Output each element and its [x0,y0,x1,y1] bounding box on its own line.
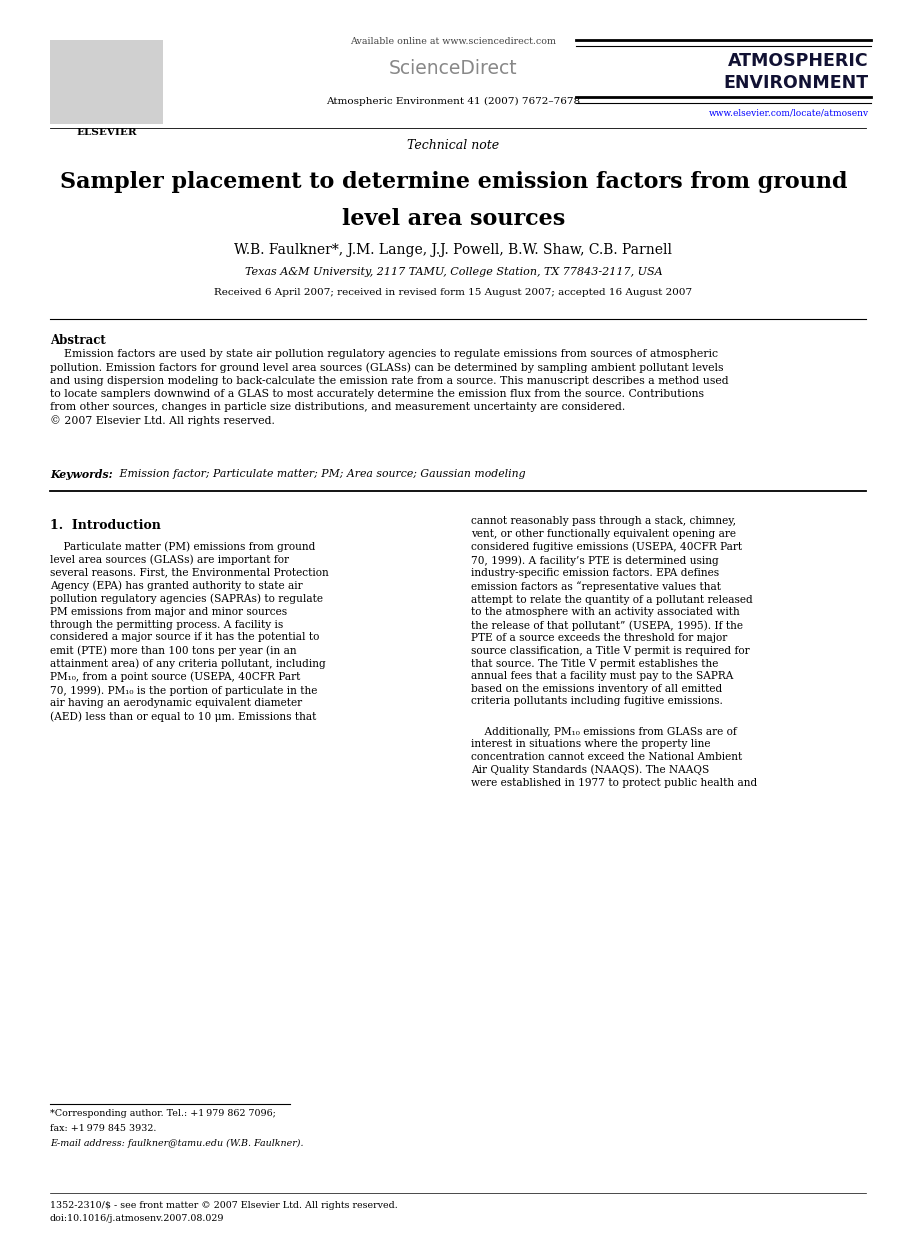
Text: Received 6 April 2007; received in revised form 15 August 2007; accepted 16 Augu: Received 6 April 2007; received in revis… [214,288,693,297]
Text: Emission factor; Particulate matter; PM; Area source; Gaussian modeling: Emission factor; Particulate matter; PM;… [116,469,526,479]
Text: www.elsevier.com/locate/atmosenv: www.elsevier.com/locate/atmosenv [708,109,869,118]
Text: ENVIRONMENT: ENVIRONMENT [724,74,869,93]
Text: level area sources: level area sources [342,208,565,230]
Text: fax: +1 979 845 3932.: fax: +1 979 845 3932. [50,1124,156,1133]
Text: ATMOSPHERIC: ATMOSPHERIC [728,52,869,71]
FancyBboxPatch shape [50,40,163,124]
Text: Texas A&M University, 2117 TAMU, College Station, TX 77843-2117, USA: Texas A&M University, 2117 TAMU, College… [245,267,662,277]
Text: Technical note: Technical note [407,139,500,152]
Text: 1352-2310/$ - see front matter © 2007 Elsevier Ltd. All rights reserved.: 1352-2310/$ - see front matter © 2007 El… [50,1201,397,1210]
Text: ScienceDirect: ScienceDirect [389,59,518,78]
Text: ELSEVIER: ELSEVIER [76,128,137,136]
Text: E-mail address: faulkner@tamu.edu (W.B. Faulkner).: E-mail address: faulkner@tamu.edu (W.B. … [50,1139,303,1148]
Text: *Corresponding author. Tel.: +1 979 862 7096;: *Corresponding author. Tel.: +1 979 862 … [50,1109,276,1118]
Text: Particulate matter (PM) emissions from ground
level area sources (GLASs) are imp: Particulate matter (PM) emissions from g… [50,541,328,722]
Text: Emission factors are used by state air pollution regulatory agencies to regulate: Emission factors are used by state air p… [50,349,728,426]
Text: Atmospheric Environment 41 (2007) 7672–7678: Atmospheric Environment 41 (2007) 7672–7… [327,97,580,105]
Text: Abstract: Abstract [50,334,105,348]
Text: W.B. Faulkner*, J.M. Lange, J.J. Powell, B.W. Shaw, C.B. Parnell: W.B. Faulkner*, J.M. Lange, J.J. Powell,… [235,243,672,256]
Text: 1.  Introduction: 1. Introduction [50,519,161,532]
Text: cannot reasonably pass through a stack, chimney,
vent, or other functionally equ: cannot reasonably pass through a stack, … [471,516,753,707]
Text: Keywords:: Keywords: [50,469,112,480]
Text: Additionally, PM₁₀ emissions from GLASs are of
interest in situations where the : Additionally, PM₁₀ emissions from GLASs … [471,727,757,789]
Text: Available online at www.sciencedirect.com: Available online at www.sciencedirect.co… [350,37,557,46]
Text: doi:10.1016/j.atmosenv.2007.08.029: doi:10.1016/j.atmosenv.2007.08.029 [50,1214,224,1223]
Text: Sampler placement to determine emission factors from ground: Sampler placement to determine emission … [60,171,847,193]
